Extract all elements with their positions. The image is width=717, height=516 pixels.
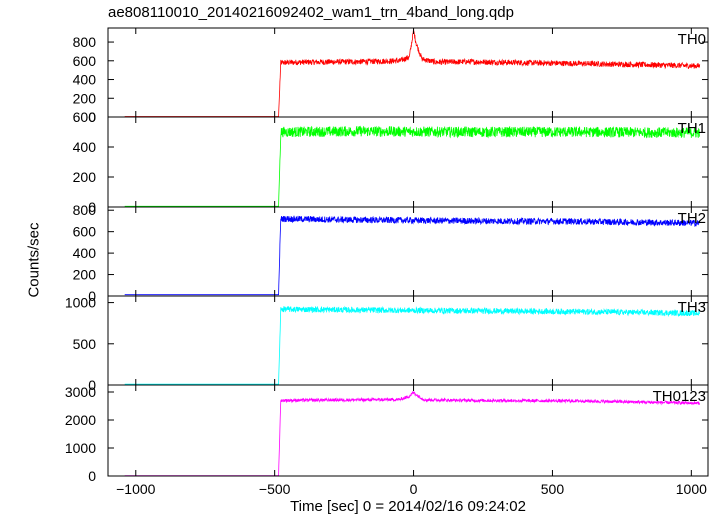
- y-tick-label: 0: [88, 288, 96, 304]
- x-tick-label: 0: [410, 481, 418, 497]
- series-line-th1: [124, 125, 701, 207]
- panel-label-th3: TH3: [678, 299, 706, 316]
- y-tick-label: 1000: [65, 295, 96, 311]
- panel-label-th0: TH0: [678, 31, 706, 48]
- y-tick-label: 400: [73, 245, 97, 261]
- series-line-th2: [124, 215, 701, 296]
- y-tick-label: 0: [88, 468, 96, 484]
- y-tick-label: 0: [88, 199, 96, 215]
- y-tick-label: 200: [73, 90, 97, 106]
- y-tick-label: 200: [73, 169, 97, 185]
- y-tick-label: 800: [73, 34, 97, 50]
- x-axis-label: Time [sec] 0 = 2014/02/16 09:24:02: [290, 498, 526, 515]
- x-tick-label: −1000: [116, 481, 156, 497]
- x-tick-label: 1000: [676, 481, 707, 497]
- x-tick-label: 500: [541, 481, 565, 497]
- chart-title: ae808110010_20140216092402_wam1_trn_4ban…: [108, 4, 514, 21]
- panel-label-th0123: TH0123: [653, 388, 706, 405]
- panel-label-th2: TH2: [678, 210, 706, 227]
- y-tick-label: 400: [73, 72, 97, 88]
- y-tick-label: 0: [88, 109, 96, 125]
- y-tick-label: 500: [73, 336, 97, 352]
- panel-label-th1: TH1: [678, 120, 706, 137]
- y-tick-label: 200: [73, 267, 97, 283]
- series-line-th0123: [124, 390, 701, 476]
- y-tick-label: 400: [73, 139, 97, 155]
- y-tick-label: 600: [73, 224, 97, 240]
- series-line-th3: [124, 305, 700, 385]
- x-tick-label: −500: [259, 481, 291, 497]
- y-tick-label: 600: [73, 109, 97, 125]
- y-tick-label: 2000: [65, 412, 96, 428]
- y-tick-label: 800: [73, 202, 97, 218]
- y-tick-label: 0: [88, 377, 96, 393]
- panel-frame-th0123: [107, 384, 709, 477]
- y-tick-label: 3000: [65, 384, 96, 400]
- series-line-th0: [124, 28, 701, 117]
- y-tick-label: 600: [73, 53, 97, 69]
- y-tick-label: 1000: [65, 440, 96, 456]
- panel-frame-th0: [107, 27, 709, 118]
